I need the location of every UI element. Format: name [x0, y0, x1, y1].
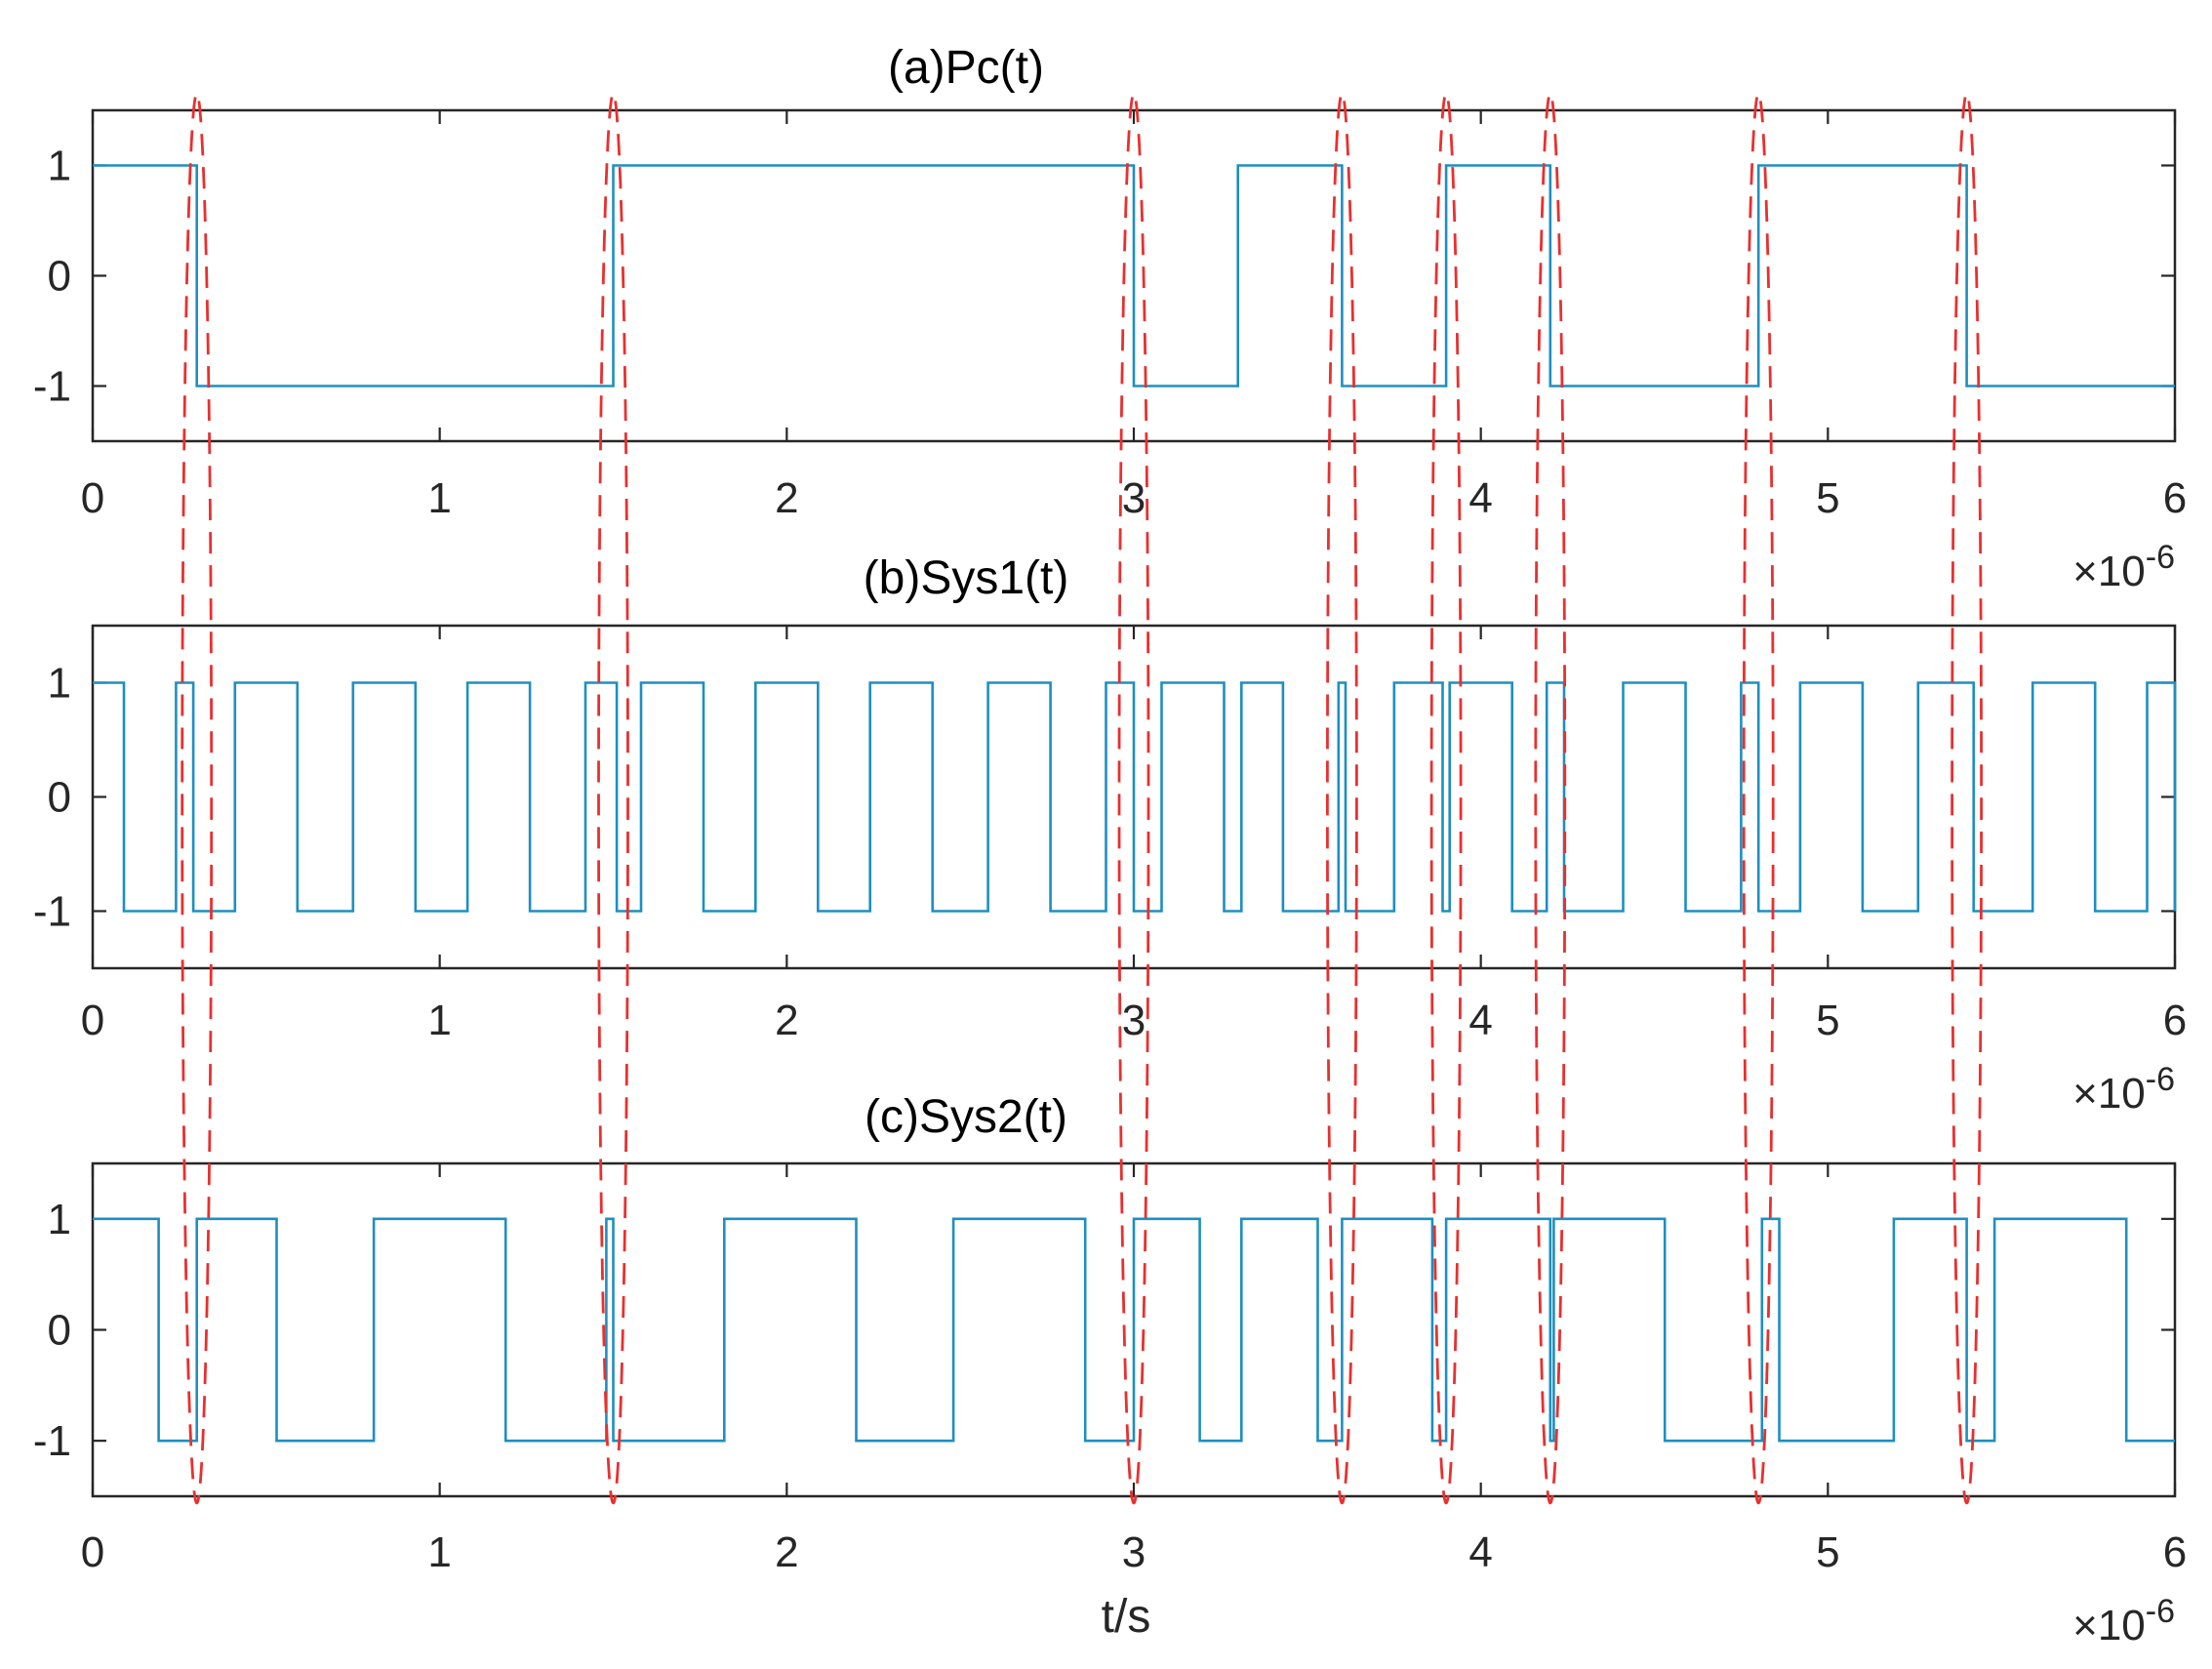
y-tick-label: 1	[48, 660, 71, 708]
x-tick-label: 4	[1468, 997, 1492, 1044]
transition-marker	[597, 92, 629, 1505]
x-tick-label: 1	[427, 1528, 451, 1576]
x-tick-label: 0	[81, 997, 104, 1044]
x-tick-label: 2	[775, 997, 798, 1044]
y-tick-label: -1	[33, 888, 71, 936]
panel-title: (c)Sys2(t)	[865, 1091, 1067, 1143]
x-tick-label: 1	[427, 997, 451, 1044]
y-tick-label: 1	[48, 142, 71, 190]
x-tick-label: 6	[2163, 474, 2187, 522]
transition-marker	[1951, 92, 1983, 1505]
y-tick-label: 0	[48, 253, 71, 301]
y-tick-label: 0	[48, 1307, 71, 1355]
x-exponent-label: ×10-6	[2072, 1593, 2175, 1649]
x-tick-label: 3	[1122, 1528, 1146, 1576]
x-tick-label: 0	[81, 1528, 104, 1576]
transition-marker	[1534, 92, 1567, 1505]
x-tick-label: 5	[1816, 997, 1839, 1044]
transition-marker	[1326, 92, 1358, 1505]
panel-sys2: (c)Sys2(t) 0 1 2 3 4 5 6 1 0 -1 ×10-6	[33, 1091, 2187, 1649]
x-tick-label: 6	[2163, 1528, 2187, 1576]
x-exponent-label: ×10-6	[2072, 539, 2175, 595]
panel-title: (b)Sys1(t)	[864, 552, 1069, 604]
x-tick-label: 0	[81, 474, 104, 522]
x-axis-label: t/s	[1102, 1591, 1151, 1643]
x-tick-label: 3	[1122, 997, 1146, 1044]
x-tick-label: 3	[1122, 474, 1146, 522]
signal-series	[93, 164, 2175, 387]
panel-pc: (a)Pc(t) 0 1 2 3 4 5 6 1 0 -1 ×10-6	[33, 42, 2187, 595]
x-tick-label: 2	[775, 1528, 798, 1576]
x-tick-label: 4	[1468, 474, 1492, 522]
x-tick-label: 6	[2163, 997, 2187, 1044]
y-tick-label: 0	[48, 774, 71, 822]
x-tick-label: 1	[427, 474, 451, 522]
x-tick-label: 4	[1468, 1528, 1492, 1576]
x-tick-label: 5	[1816, 1528, 1839, 1576]
panel-sys1: (b)Sys1(t) 0 1 2 3 4 5 6 1 0 -1 ×10-6	[33, 552, 2187, 1118]
signal-series	[93, 1217, 2175, 1443]
y-tick-label: -1	[33, 1417, 71, 1465]
transition-marker	[1742, 92, 1775, 1505]
x-tick-label: 5	[1816, 474, 1839, 522]
marker-layer	[181, 92, 1983, 1505]
transition-marker	[1429, 92, 1463, 1505]
panel-title: (a)Pc(t)	[888, 42, 1044, 94]
signal-series	[93, 681, 2177, 913]
x-tick-label: 2	[775, 474, 798, 522]
y-tick-label: 1	[48, 1196, 71, 1243]
y-tick-label: -1	[33, 363, 71, 411]
x-exponent-label: ×10-6	[2072, 1061, 2175, 1118]
transition-marker	[181, 92, 214, 1505]
transition-marker	[1117, 92, 1150, 1505]
